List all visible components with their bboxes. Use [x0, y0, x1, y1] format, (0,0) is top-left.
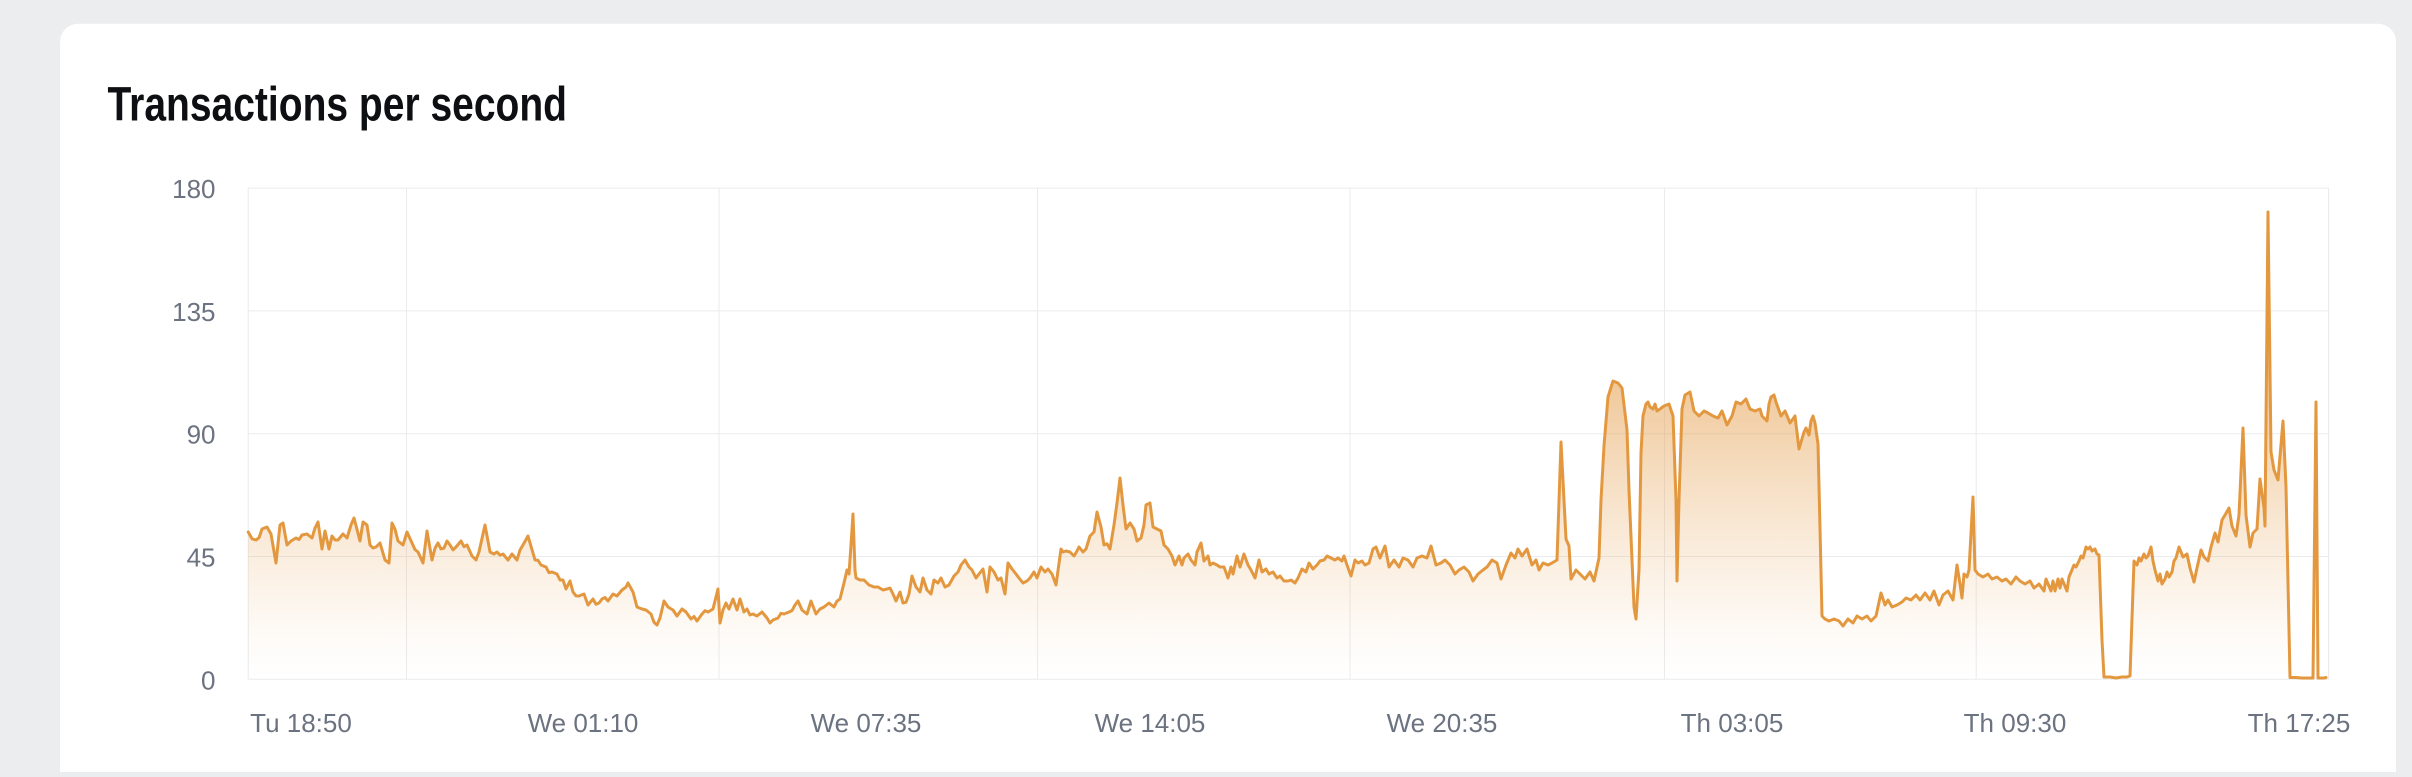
svg-text:135: 135	[172, 297, 215, 327]
svg-text:0: 0	[201, 665, 215, 695]
svg-text:We 14:05: We 14:05	[1095, 708, 1206, 738]
svg-text:We 20:35: We 20:35	[1387, 708, 1498, 738]
svg-text:Transactions per second: Transactions per second	[108, 78, 568, 131]
svg-text:We 07:35: We 07:35	[811, 708, 922, 738]
svg-text:Th 03:05: Th 03:05	[1681, 708, 1784, 738]
svg-text:90: 90	[187, 420, 216, 450]
svg-text:We 01:10: We 01:10	[528, 708, 639, 738]
svg-text:180: 180	[172, 174, 215, 204]
svg-text:Th 17:25: Th 17:25	[2248, 708, 2351, 738]
svg-text:Tu 18:50: Tu 18:50	[250, 708, 352, 738]
svg-text:45: 45	[187, 543, 216, 573]
svg-text:Th 09:30: Th 09:30	[1964, 708, 2067, 738]
